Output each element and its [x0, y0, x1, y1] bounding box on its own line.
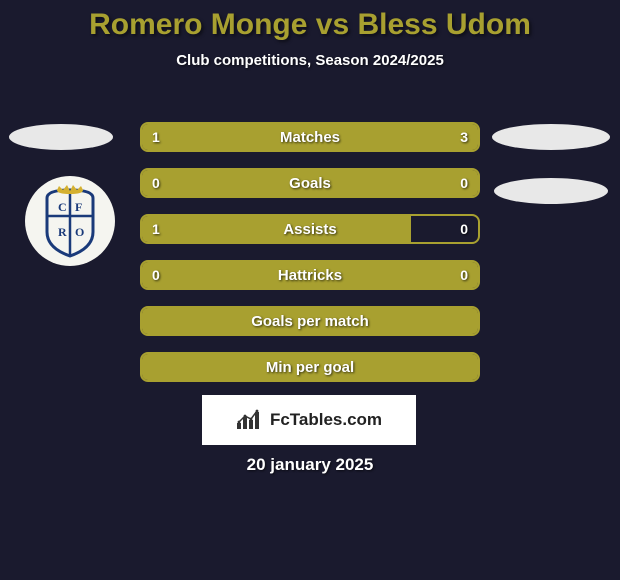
stat-row: Assists1 0 — [140, 214, 480, 244]
stat-value-right: 3 — [450, 124, 478, 150]
svg-text:O: O — [75, 225, 84, 239]
shield-icon: C F R O — [39, 184, 101, 258]
stat-label: Matches — [142, 124, 478, 150]
page-title: Romero Monge vs Bless Udom — [0, 0, 620, 42]
stat-label: Goals per match — [142, 308, 478, 334]
stat-value-right: 0 — [450, 170, 478, 196]
player-photo-placeholder — [494, 178, 608, 204]
comparison-bars: Matches13Goals00Assists10Hattricks00Goal… — [140, 122, 480, 398]
svg-text:R: R — [58, 225, 67, 239]
stat-value-left: 1 — [142, 124, 170, 150]
stat-value-left: 1 — [142, 216, 170, 242]
stat-row: Hattricks0 0 — [140, 260, 480, 290]
stat-label: Hattricks — [142, 262, 478, 288]
stat-label: Goals — [142, 170, 478, 196]
subtitle: Club competitions, Season 2024/2025 — [0, 52, 620, 69]
club-crest: C F R O — [25, 176, 115, 266]
stat-row: Min per goal — [140, 352, 480, 382]
date-label: 20 january 2025 — [0, 455, 620, 475]
stat-row: Goals0 0 — [140, 168, 480, 198]
stat-row: Matches1 3 — [140, 122, 480, 152]
stat-value-right: 0 — [450, 262, 478, 288]
svg-text:C: C — [58, 200, 67, 214]
stat-row: Goals per match — [140, 306, 480, 336]
player-photo-placeholder — [9, 124, 113, 150]
stat-label: Min per goal — [142, 354, 478, 380]
stat-value-left: 0 — [142, 170, 170, 196]
fctables-logo: FcTables.com — [202, 395, 416, 445]
stat-value-left: 0 — [142, 262, 170, 288]
player-photo-placeholder — [492, 124, 610, 150]
logo-text: FcTables.com — [270, 410, 382, 430]
svg-text:F: F — [75, 200, 82, 214]
bars-icon — [236, 409, 264, 431]
stat-label: Assists — [142, 216, 478, 242]
stat-value-right: 0 — [450, 216, 478, 242]
